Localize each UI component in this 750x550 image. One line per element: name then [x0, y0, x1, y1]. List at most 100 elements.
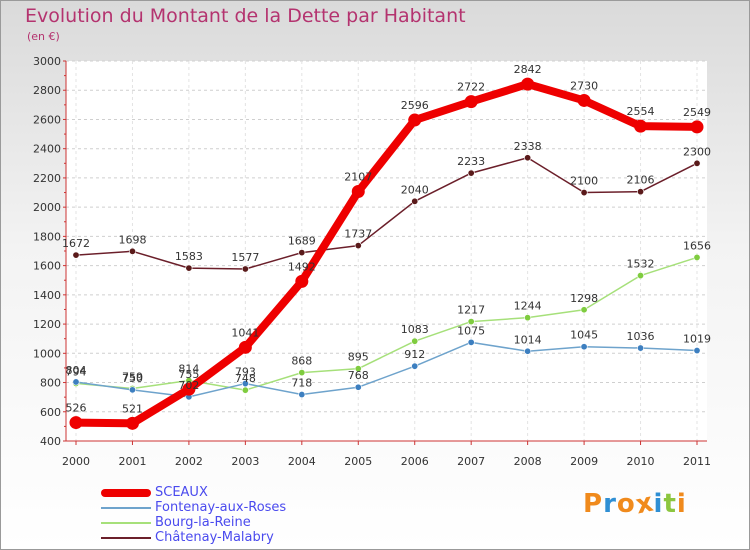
chart-title: Evolution du Montant de la Dette par Hab… — [25, 5, 466, 27]
data-label: 1036 — [627, 330, 655, 343]
x-tick-label: 2003 — [231, 455, 259, 468]
data-label: 1689 — [288, 235, 316, 248]
y-tick-label: 1000 — [33, 347, 61, 360]
y-tick-label: 600 — [40, 406, 61, 419]
logo-letter: o — [616, 489, 636, 519]
data-label: 748 — [235, 372, 256, 385]
data-label: 793 — [235, 366, 256, 379]
data-label: 718 — [291, 377, 312, 390]
x-tick-label: 2006 — [401, 455, 429, 468]
data-label: 2338 — [514, 140, 542, 153]
logo-letter: r — [603, 489, 617, 519]
data-point — [521, 77, 535, 91]
data-label: 2106 — [627, 174, 655, 187]
x-tick-label: 2004 — [288, 455, 316, 468]
data-point — [295, 274, 309, 288]
data-label: 1577 — [231, 251, 259, 264]
data-label: 1672 — [62, 237, 90, 250]
data-label: 2842 — [514, 63, 542, 76]
data-point — [524, 154, 532, 162]
data-point — [693, 347, 701, 355]
data-label: 755 — [178, 368, 199, 381]
y-tick-label: 800 — [40, 377, 61, 390]
data-point — [298, 249, 306, 257]
data-point — [182, 382, 196, 396]
logo-letter: t — [663, 489, 677, 519]
data-label: 1019 — [683, 333, 711, 346]
data-label: 2107 — [344, 171, 372, 184]
data-label: 794 — [66, 365, 87, 378]
data-label: 1583 — [175, 250, 203, 263]
y-tick-label: 2400 — [33, 143, 61, 156]
legend-label: Bourg-la-Reine — [155, 515, 251, 530]
y-tick-label: 3000 — [33, 55, 61, 68]
data-point — [467, 338, 475, 346]
data-point — [411, 337, 419, 345]
data-point — [354, 365, 362, 373]
data-point — [577, 93, 591, 107]
data-label: 1244 — [514, 300, 542, 313]
data-label: 1075 — [457, 324, 485, 337]
legend-label: Châtenay-Malabry — [155, 530, 274, 545]
y-tick-label: 2600 — [33, 113, 61, 126]
data-label: 868 — [291, 355, 312, 368]
data-point — [72, 251, 80, 259]
data-label: 2300 — [683, 145, 711, 158]
data-label: 1532 — [627, 258, 655, 271]
x-tick-label: 2011 — [683, 455, 711, 468]
data-point — [125, 416, 139, 430]
legend-label: SCEAUX — [155, 485, 208, 500]
data-label: 1217 — [457, 304, 485, 317]
data-label: 759 — [122, 371, 143, 384]
y-tick-label: 1400 — [33, 289, 61, 302]
x-tick-label: 2010 — [627, 455, 655, 468]
legend-swatch — [101, 507, 151, 509]
x-tick-label: 2007 — [457, 455, 485, 468]
proxiti-logo: Proxiti — [583, 487, 687, 520]
data-label: 1083 — [401, 323, 429, 336]
data-label: 2040 — [401, 183, 429, 196]
x-tick-label: 2009 — [570, 455, 598, 468]
data-label: 804 — [66, 364, 87, 377]
data-label: 750 — [122, 372, 143, 385]
data-point — [637, 272, 645, 280]
y-tick-label: 2800 — [33, 84, 61, 97]
data-label: 912 — [404, 348, 425, 361]
data-label: 2722 — [457, 81, 485, 94]
data-label: 1656 — [683, 239, 711, 252]
y-tick-label: 400 — [40, 435, 61, 448]
data-point — [241, 386, 249, 394]
chart-subtitle: (en €) — [27, 30, 60, 43]
data-label: 895 — [348, 351, 369, 364]
data-point — [580, 189, 588, 197]
x-tick-label: 2005 — [344, 455, 372, 468]
data-point — [467, 169, 475, 177]
legend-swatch — [101, 489, 151, 497]
plot-area — [66, 61, 707, 441]
data-point — [185, 264, 193, 272]
data-point — [69, 416, 83, 430]
y-tick-label: 2000 — [33, 201, 61, 214]
data-point — [524, 314, 532, 322]
data-label: 1492 — [288, 260, 316, 273]
data-point — [467, 318, 475, 326]
data-point — [354, 242, 362, 250]
data-point — [128, 386, 136, 394]
legend-swatch — [101, 537, 151, 539]
data-point — [637, 188, 645, 196]
data-label: 768 — [348, 369, 369, 382]
data-label: 1014 — [514, 333, 542, 346]
data-label: 1737 — [344, 228, 372, 241]
x-tick-label: 2000 — [62, 455, 90, 468]
data-label: 2233 — [457, 155, 485, 168]
logo-letter: i — [653, 489, 664, 519]
data-label: 2554 — [627, 105, 655, 118]
data-point — [411, 362, 419, 370]
data-label: 1298 — [570, 292, 598, 305]
legend-swatch — [101, 522, 151, 524]
data-point — [351, 185, 365, 199]
y-tick-label: 1200 — [33, 318, 61, 331]
data-label: 2549 — [683, 106, 711, 119]
